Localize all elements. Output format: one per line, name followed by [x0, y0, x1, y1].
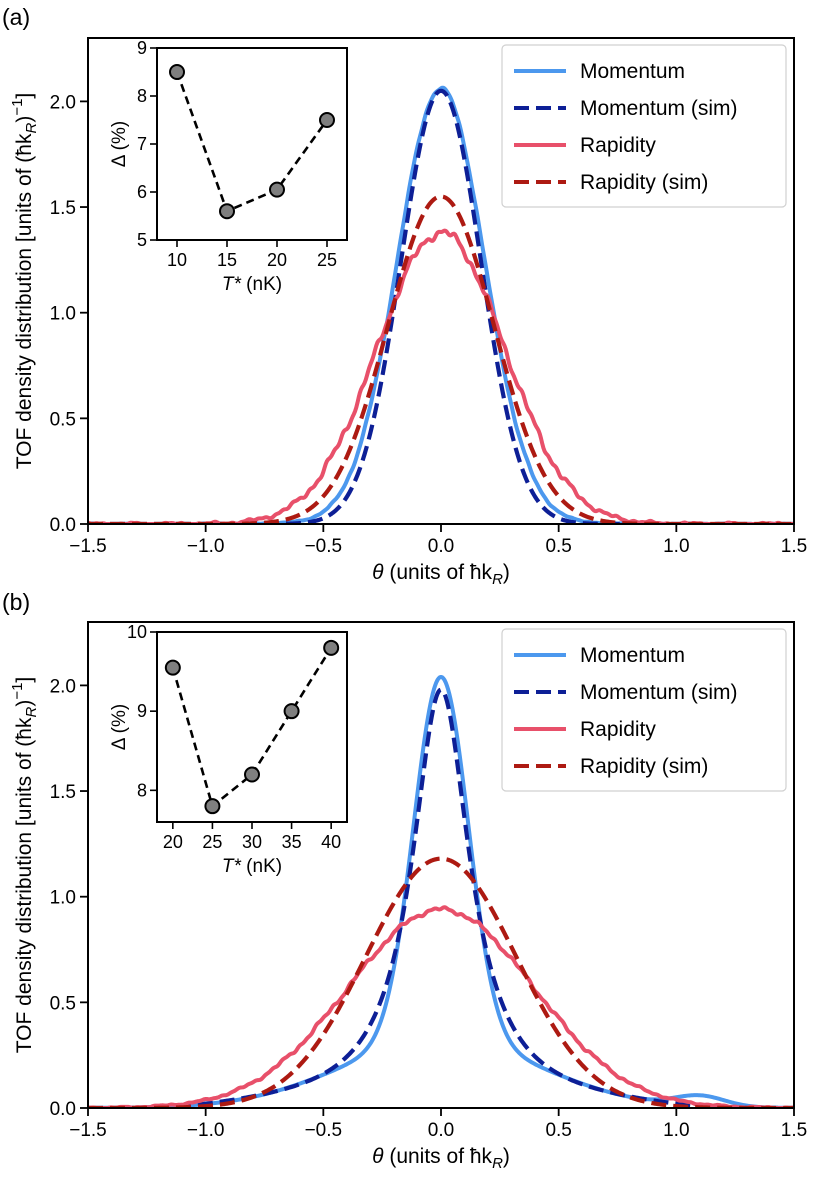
series-momentum-sim	[88, 88, 794, 524]
inset-x-tick-label: 15	[217, 250, 237, 270]
inset-y-tick-label: 8	[137, 780, 147, 800]
inset-x-tick-label: 30	[242, 832, 262, 852]
legend-box	[501, 628, 787, 792]
legend-label: Rapidity (sim)	[580, 755, 708, 778]
inset-y-tick-label: 10	[127, 622, 147, 642]
x-tick-label: 0.5	[545, 1120, 571, 1141]
x-tick-label: 1.5	[781, 536, 807, 557]
inset-y-label: Δ (%)	[109, 121, 130, 167]
inset-x-label: T* (nK)	[222, 856, 282, 877]
legend-label: Momentum	[580, 644, 685, 667]
legend-label: Momentum	[580, 60, 685, 83]
inset-point	[169, 64, 185, 80]
inset-x-label: T* (nK)	[222, 274, 282, 295]
inset-y-tick-label: 6	[137, 182, 147, 202]
legend-label: Rapidity	[580, 134, 656, 157]
y-tick-label: 2.0	[50, 676, 76, 697]
inset-y-tick-label: 8	[137, 86, 147, 106]
x-axis-label: θ (units of ħkR)	[372, 1145, 510, 1172]
inset-y-tick-label: 5	[137, 230, 147, 250]
inset-point	[269, 181, 285, 198]
inset-frame	[156, 47, 348, 241]
inset-x-tick-label: 35	[282, 832, 302, 852]
y-tick-label: 0.5	[50, 409, 76, 430]
x-axis-label: θ (units of ħkR)	[372, 561, 510, 588]
inset-line	[175, 71, 329, 213]
inset-point	[283, 703, 300, 720]
y-tick-label: 0.0	[50, 515, 76, 536]
series-rapidity	[88, 905, 794, 1108]
legend-label: Rapidity	[580, 718, 656, 741]
x-tick-label: 0.0	[428, 536, 454, 557]
legend: Momentum Momentum (sim) Rapidity Rapidity (…	[501, 628, 787, 792]
y-tick-label: 0.0	[50, 1099, 76, 1120]
y-tick-label: 1.5	[50, 198, 76, 219]
inset-point	[219, 203, 235, 220]
y-tick-label: 2.0	[50, 92, 76, 113]
x-tick-label: 0.5	[545, 536, 571, 557]
inset-x-tick-label: 20	[163, 832, 183, 852]
inset-x-tick-label: 25	[202, 832, 222, 852]
legend: Momentum Momentum (sim) Rapidity Rapidity (…	[501, 44, 787, 208]
panel-label: (a)	[2, 4, 30, 30]
panel-label: (b)	[2, 589, 30, 615]
curves	[88, 674, 794, 1108]
panel-b: (b) −1.5 −1.0 −0.5 0.0 0.5 1.0 1.5 0.0 0.5 1.0 1.5 2…	[2, 589, 807, 1172]
panel-a: (a) −1.5 −1.0 −0.5 0.0 0.5 1.0 1.5 0.0 0.5 1.0 1.5 2…	[2, 4, 807, 588]
y-axis-label: TOF density distribution [units of (ħkR)…	[9, 93, 40, 470]
inset-frame	[156, 631, 348, 823]
legend-label: Momentum (sim)	[580, 97, 738, 120]
inset-x-tick-label: 25	[317, 250, 337, 270]
x-tick-label: −1.0	[187, 1120, 225, 1141]
inset-x-tick-label: 20	[267, 250, 287, 270]
y-axis-label: TOF density distribution [units of (ħkR)…	[9, 677, 40, 1054]
x-tick-label: −0.5	[305, 1120, 343, 1141]
inset: 10 15 20 25 5 6 7 8 9 T* (nK) Δ (%)	[109, 38, 348, 295]
inset-y-label: Δ (%)	[109, 704, 130, 750]
series-rapidity-sim	[88, 856, 794, 1108]
x-tick-label: 0.0	[428, 1120, 454, 1141]
inset-x-tick-label: 10	[167, 250, 187, 270]
inset-y-tick-label: 7	[137, 134, 147, 154]
inset-point	[319, 112, 335, 128]
inset-point	[244, 766, 260, 783]
legend-label: Rapidity (sim)	[580, 171, 708, 194]
y-tick-label: 1.5	[50, 782, 76, 803]
inset-y-tick-label: 9	[137, 701, 147, 721]
inset: 20 25 30 35 40 8 9 10 T* (nK) Δ (%)	[109, 622, 348, 877]
series-rapidity	[88, 228, 794, 524]
x-tick-label: −0.5	[305, 536, 343, 557]
x-tick-label: −1.5	[69, 1120, 107, 1141]
x-tick-label: 1.0	[663, 1120, 689, 1141]
y-tick-label: 1.0	[50, 888, 76, 909]
x-tick-label: −1.5	[69, 536, 107, 557]
series-rapidity-sim	[88, 194, 794, 524]
inset-y-tick-label: 9	[137, 38, 147, 58]
inset-x-tick-label: 40	[321, 832, 341, 852]
legend-label: Momentum (sim)	[580, 681, 738, 704]
series-momentum-sim	[88, 687, 794, 1108]
inset-point	[323, 639, 340, 656]
inset-point	[164, 659, 181, 676]
legend-box	[501, 44, 787, 208]
x-tick-label: 1.5	[781, 1120, 807, 1141]
inset-point	[204, 798, 221, 815]
x-tick-label: −1.0	[187, 536, 225, 557]
x-tick-label: 1.0	[663, 536, 689, 557]
y-tick-label: 0.5	[50, 993, 76, 1014]
inset-line	[171, 647, 333, 809]
y-tick-label: 1.0	[50, 304, 76, 325]
